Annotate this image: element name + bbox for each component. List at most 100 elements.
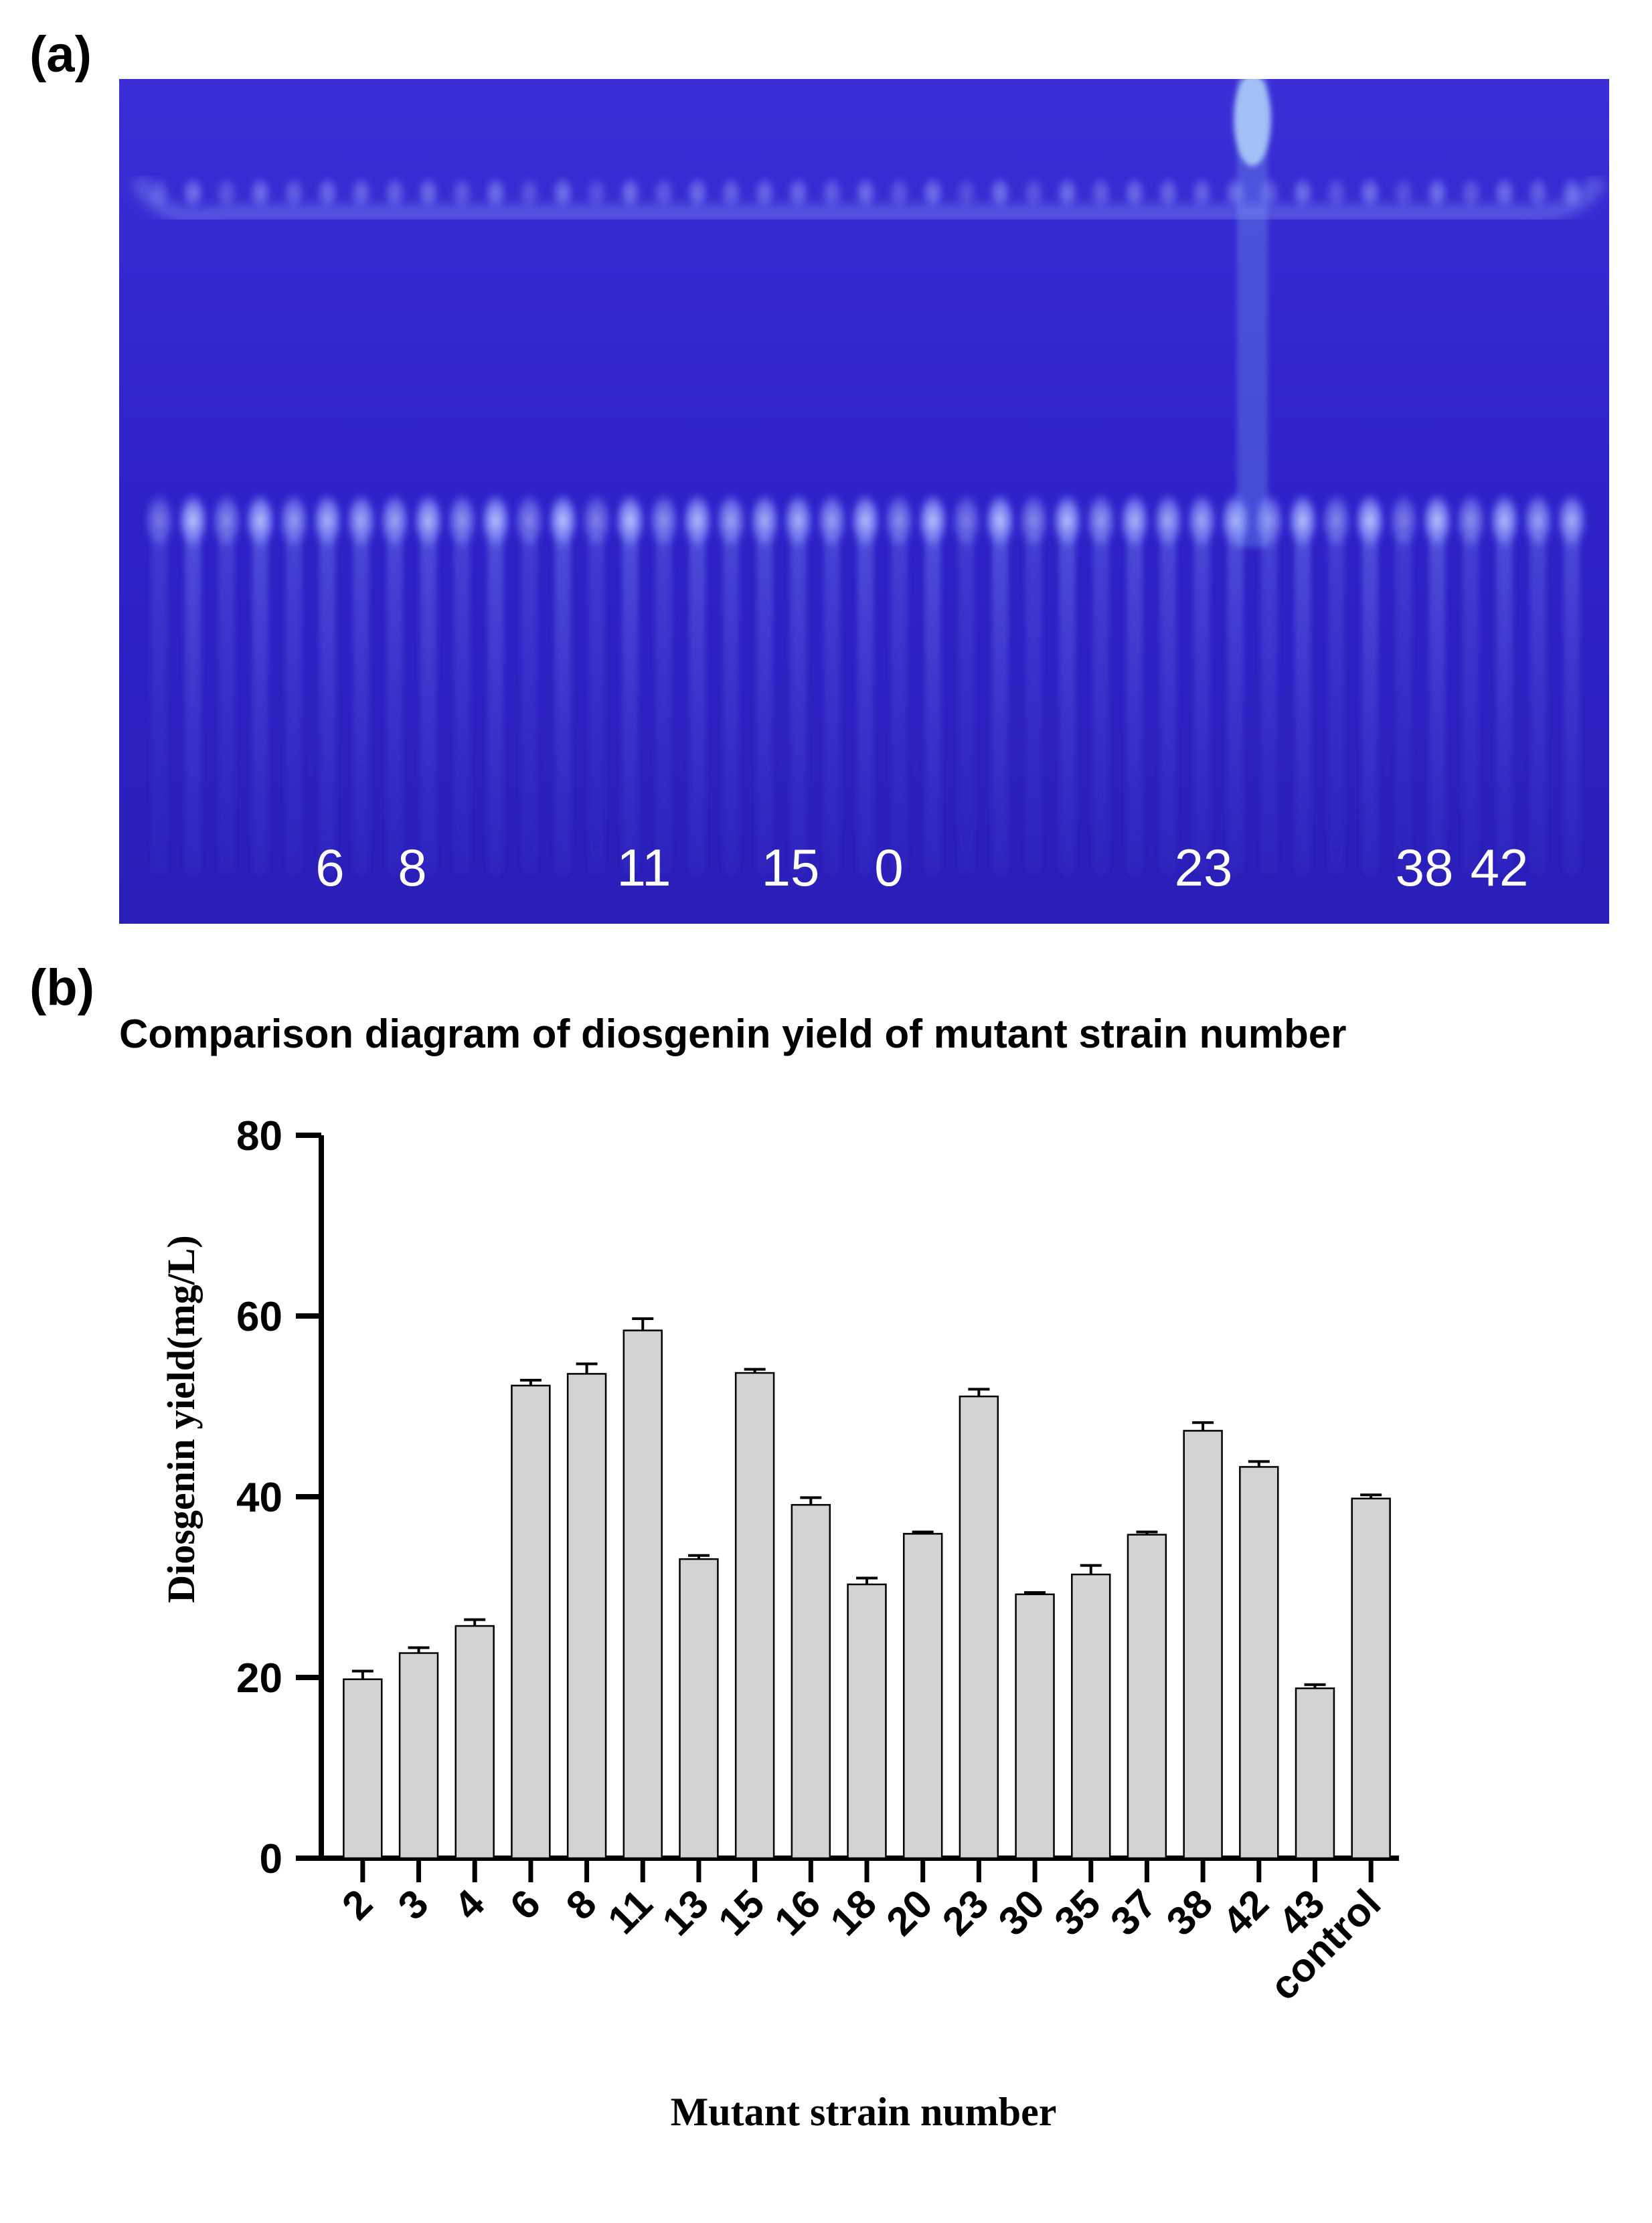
tlc-main-spot [1421,491,1454,550]
tlc-front-spot [819,175,844,210]
tlc-lane-label: 42 [1471,838,1529,897]
x-tick-label: 18 [822,1881,886,1945]
tlc-front-spot [920,175,945,210]
tlc-main-spot [748,491,781,550]
bar [566,1373,607,1860]
tlc-lane-streak [1530,534,1546,876]
tlc-lane-streak [689,534,706,876]
bar [1183,1430,1223,1860]
tlc-main-spot [1455,491,1487,550]
tlc-lane-streak [756,534,773,876]
tlc-standard-spot [1234,79,1271,166]
tlc-front-spot [1459,175,1483,210]
tlc-main-spot [1353,491,1386,550]
tlc-main-spot [849,491,882,550]
tlc-lane-streak [487,534,504,876]
tlc-lane-streak [958,534,975,876]
tlc-front-spot [1088,175,1113,210]
tlc-front-spot [550,175,575,210]
panel-a-label: (a) [29,26,92,83]
x-tick-label: 6 [501,1881,549,1928]
x-tick-label: 16 [766,1881,829,1945]
tlc-main-spot [244,491,276,550]
bar [1351,1497,1391,1860]
tlc-main-spot [883,491,916,550]
tlc-front-spot [1122,175,1147,210]
y-tick-label: 60 [236,1294,282,1340]
tlc-lane-streak [1564,534,1580,876]
tlc-lane-streak [1429,534,1446,876]
tlc-front-spot [752,175,777,210]
tlc-front-spot [181,175,205,210]
tlc-main-spot [1152,491,1185,550]
tlc-front-spot [987,175,1012,210]
tlc-main-spot [1521,491,1554,550]
x-tick-label: 20 [878,1881,941,1945]
bar [1239,1466,1279,1860]
tlc-lane-streak [823,534,840,876]
tlc-lane-streak [554,534,571,876]
tlc-main-spot [1084,491,1117,550]
tlc-front-spot [450,175,475,210]
tlc-lane-streak [1463,534,1479,876]
tlc-front-spot [685,175,710,210]
tlc-main-spot [580,491,613,550]
bar [398,1652,439,1860]
y-tick-label: 80 [236,1113,282,1159]
tlc-main-spot [782,491,815,550]
tlc-front-spot [1324,175,1349,210]
tlc-main-spot [950,491,983,550]
bar [1071,1573,1111,1860]
tlc-front-spot [887,175,912,210]
bar [902,1533,943,1860]
bar [1127,1534,1167,1860]
x-tick-label: 30 [990,1881,1054,1945]
tlc-lane-streak [1395,534,1412,876]
tlc-lane-streak [991,534,1008,876]
tlc-main-spot [345,491,378,550]
tlc-front-spot [416,175,440,210]
tlc-front-spot [517,175,542,210]
tlc-lane-streak [1328,534,1345,876]
tlc-lane-streak [790,534,807,876]
tlc-lane-label: 8 [398,838,426,897]
tlc-main-spot [143,491,175,550]
panel-b-label: (b) [29,959,95,1016]
tlc-lane-streak [151,534,167,876]
x-tick-label: 8 [558,1881,605,1928]
tlc-main-spot [378,491,411,550]
tlc-front-spot [1156,175,1181,210]
tlc-front-spot [1425,175,1450,210]
tlc-main-spot [277,491,310,550]
x-tick-label: 15 [710,1881,773,1945]
tlc-main-spot [479,491,512,550]
tlc-lane-streak [1126,534,1143,876]
tlc-main-spot [715,491,748,550]
tlc-main-spot [546,491,579,550]
tlc-lane-streak [285,534,302,876]
tlc-main-spot [1287,491,1319,550]
bar [623,1329,663,1860]
tlc-lane-streak [521,534,538,876]
x-tick-label: 35 [1046,1881,1109,1945]
tlc-main-spot [311,491,344,550]
tlc-front-spot [349,175,374,210]
bar [847,1583,887,1860]
tlc-lane-streak [1092,534,1109,876]
bar [1295,1687,1335,1860]
tlc-lane-streak [319,534,336,876]
tlc-front-spot [1291,175,1315,210]
bar [734,1372,775,1860]
tlc-lane-label: 11 [617,838,671,897]
tlc-main-spot [1320,491,1353,550]
bar-series [343,1317,1391,1860]
tlc-front-spot [214,175,239,210]
tlc-lane-streak [420,534,436,876]
tlc-front-spot [483,175,508,210]
tlc-lane-label: 23 [1175,838,1233,897]
tlc-front-spot [1560,175,1584,210]
x-tick-label: 13 [654,1881,718,1945]
bar [679,1558,719,1860]
